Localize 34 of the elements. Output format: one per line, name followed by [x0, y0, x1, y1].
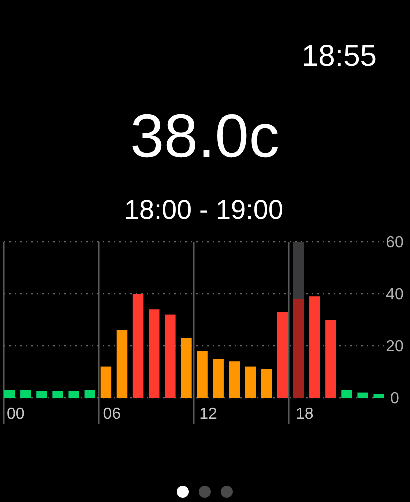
- x-tick-label: 00: [6, 406, 25, 423]
- bar: [229, 362, 240, 398]
- y-tick-label: 20: [386, 338, 404, 356]
- bar: [4, 390, 16, 398]
- bar: [84, 390, 96, 398]
- x-tick-label: 18: [296, 406, 314, 423]
- x-tick-label: 12: [200, 406, 218, 423]
- bar: [342, 390, 352, 398]
- bar: [245, 366, 256, 398]
- bar: [20, 390, 32, 398]
- bar: [326, 320, 336, 398]
- bar: [358, 392, 368, 398]
- bar: [277, 312, 288, 398]
- bar: [148, 310, 160, 398]
- chart-title: 38.0c: [130, 102, 280, 170]
- bar: [261, 369, 272, 398]
- y-tick-label: 0: [390, 390, 400, 408]
- bar: [310, 296, 320, 398]
- bar: [132, 294, 144, 398]
- bar: [116, 330, 128, 398]
- bar: [181, 338, 192, 398]
- bar: [165, 314, 176, 398]
- text: 18:55: [302, 40, 377, 73]
- y-tick-label: 40: [386, 286, 404, 304]
- bar: [52, 392, 64, 398]
- x-tick-label: 06: [103, 406, 122, 423]
- bar: [213, 359, 224, 398]
- chart-subtitle: 18:00 - 19:00: [124, 195, 284, 225]
- bar: [36, 392, 48, 398]
- bar: [100, 366, 112, 398]
- bar: [374, 394, 384, 398]
- y-tick-label: 60: [386, 234, 404, 252]
- bar: [68, 392, 80, 398]
- bar: [197, 351, 208, 398]
